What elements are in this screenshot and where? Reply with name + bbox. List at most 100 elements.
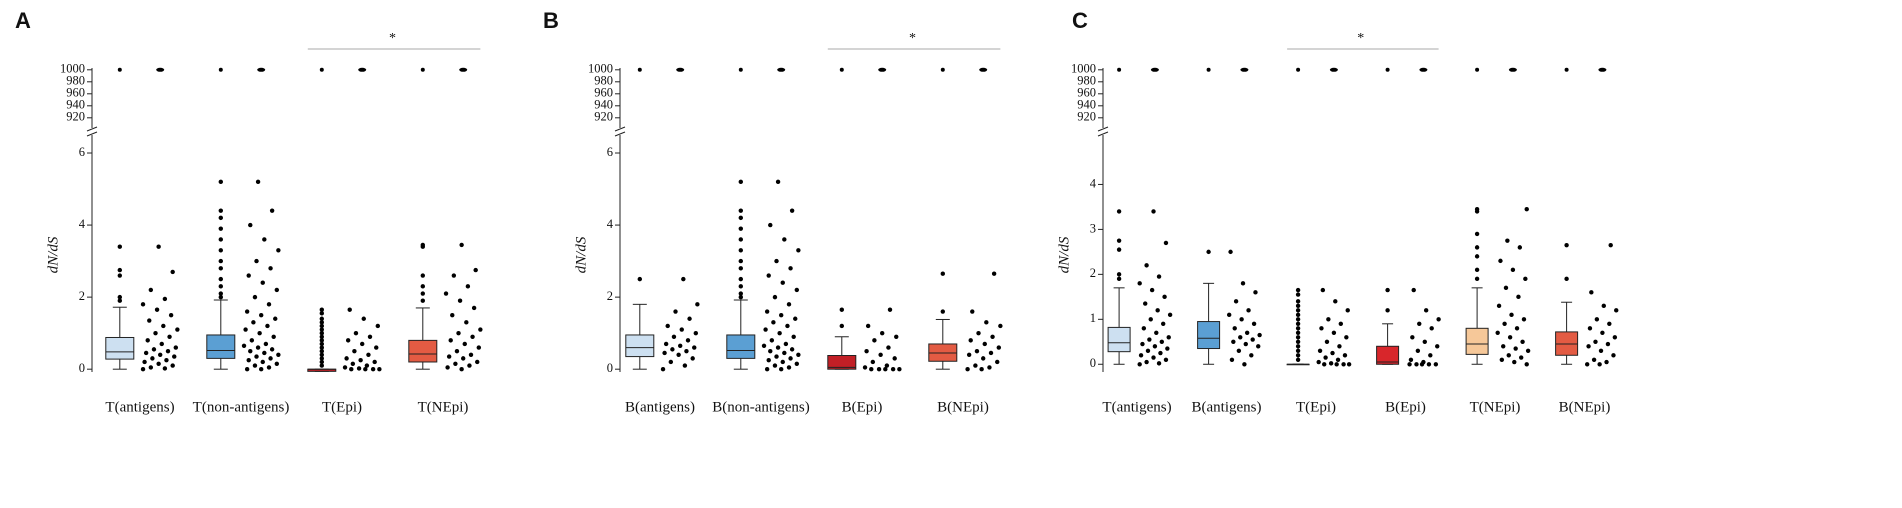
outlier (1474, 254, 1480, 259)
panel-letter: B (543, 8, 559, 33)
data-point (794, 287, 800, 293)
data-point (274, 287, 280, 293)
x-tick-label: T(antigens) (1102, 399, 1171, 415)
data-point (254, 354, 259, 359)
outlier (1295, 292, 1301, 297)
outlier (637, 276, 642, 282)
data-point (1513, 346, 1518, 351)
data-point (156, 244, 161, 249)
data-point (274, 361, 280, 366)
x-tick-label: B(NEpi) (1559, 399, 1611, 415)
data-point (1584, 362, 1590, 367)
significance-label: * (1357, 31, 1364, 46)
data-point (1607, 321, 1612, 327)
outlier (319, 356, 324, 361)
data-point (865, 323, 871, 329)
significance-label: * (909, 31, 916, 46)
extreme-point (1385, 67, 1390, 72)
data-point (271, 334, 276, 339)
data-point (377, 366, 382, 372)
data-point (1516, 294, 1521, 300)
data-point (1337, 344, 1342, 349)
outlier (1474, 267, 1480, 273)
data-point (880, 330, 885, 336)
data-point (1331, 330, 1337, 335)
data-point (1436, 317, 1441, 322)
data-point (172, 354, 177, 359)
data-point (246, 273, 251, 278)
data-point (780, 359, 785, 365)
data-point (1228, 249, 1233, 255)
data-point (991, 271, 997, 276)
extreme-point (738, 67, 743, 72)
outlier (218, 208, 223, 213)
y-axis-label: dN/dS (1056, 236, 1072, 273)
data-point (252, 363, 258, 368)
data-point (1506, 353, 1511, 358)
data-point (360, 341, 365, 347)
data-point (780, 280, 785, 285)
data-point (158, 352, 163, 357)
outlier (319, 320, 324, 325)
data-point (979, 366, 984, 372)
outlier (117, 298, 123, 303)
data-point (772, 363, 778, 368)
outlier (218, 276, 223, 282)
data-point (1514, 326, 1520, 331)
data-point (970, 309, 975, 314)
data-point (1435, 344, 1440, 349)
y-tick-label: 4 (79, 217, 86, 231)
y-tick-label: 3 (1090, 221, 1096, 235)
data-point (156, 361, 161, 366)
data-point (269, 347, 275, 352)
x-tick-label: T(NEpi) (418, 399, 469, 415)
data-point (161, 323, 166, 329)
data-point (1144, 359, 1149, 365)
panel-letter: A (15, 8, 31, 33)
outlier (420, 284, 425, 289)
axis-break (1097, 126, 1109, 132)
data-point (886, 345, 891, 350)
outlier (319, 327, 324, 332)
outlier (738, 179, 743, 185)
data-point (775, 345, 781, 350)
extreme-point (358, 67, 367, 72)
data-point (1589, 290, 1594, 295)
data-point (1411, 287, 1416, 293)
data-point (1249, 353, 1254, 358)
data-point (464, 320, 469, 325)
outlier (1295, 308, 1301, 313)
data-point (660, 366, 666, 372)
data-point (1240, 281, 1246, 286)
data-point (1410, 335, 1415, 340)
data-point (1326, 317, 1331, 322)
data-point (150, 356, 155, 361)
data-point (670, 347, 675, 352)
data-point (995, 359, 1000, 365)
outlier (319, 348, 324, 354)
data-point (1243, 341, 1248, 347)
outlier (1206, 249, 1211, 255)
data-point (678, 343, 683, 348)
data-point (690, 356, 695, 361)
outlier (1116, 247, 1122, 252)
data-point (154, 307, 160, 312)
data-point (1518, 355, 1524, 360)
data-point (276, 248, 281, 253)
data-point (445, 365, 450, 370)
data-point (872, 338, 877, 343)
data-point (768, 222, 773, 228)
outlier (218, 226, 223, 231)
y-tick-label: 960 (594, 86, 613, 100)
outlier (738, 258, 743, 264)
extreme-point (1475, 67, 1480, 72)
data-point (766, 357, 771, 363)
data-point (966, 352, 972, 357)
extreme-point (420, 67, 425, 72)
data-point (1525, 348, 1531, 353)
outlier (1295, 303, 1301, 309)
data-point (1604, 359, 1609, 365)
data-point (1429, 326, 1434, 331)
data-point (1341, 362, 1346, 367)
outlier (1474, 231, 1480, 237)
